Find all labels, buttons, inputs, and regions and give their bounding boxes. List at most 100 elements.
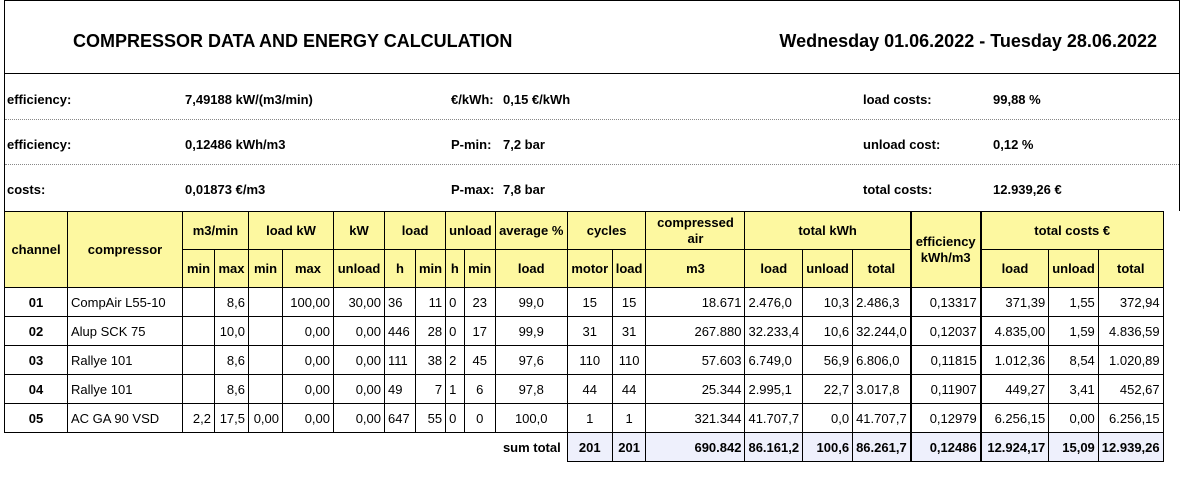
row-kwh-unload: 56,9 [802, 345, 854, 375]
row-cost-load: 371,39 [979, 287, 1050, 317]
info-label: load costs: [863, 92, 932, 107]
row-kwh-unload: 10,3 [802, 287, 854, 317]
header-compressor: compressor [67, 211, 183, 288]
sum-kwh-total: 86.261,7 [852, 432, 912, 462]
subheader-unload: unload [1048, 249, 1099, 288]
row-cycles-load: 31 [611, 316, 647, 346]
row-channel: 02 [4, 316, 68, 346]
subheader-load: load [611, 249, 647, 288]
row-kwh-total: 3.017,8 [852, 374, 912, 404]
row-m3: 25.344 [645, 374, 746, 404]
header-m3min: m3/min [182, 211, 249, 250]
table-row: 03 Rallye 101 8,6 0,00 0,00 111 38 2 45 97,6 110 11… [4, 345, 1164, 375]
row-loadkw-min [248, 316, 283, 346]
row-m3min-max: 8,6 [214, 345, 249, 375]
date-range: Wednesday 01.06.2022 - Tuesday 28.06.202… [779, 31, 1157, 51]
row-load-min: 7 [414, 374, 447, 404]
row-efficiency: 0,12979 [909, 403, 982, 433]
row-unload-min: 0 [463, 403, 496, 433]
subheader-h: h [445, 249, 465, 288]
row-motor: 44 [566, 374, 613, 404]
info-row: costs: 0,01873 €/m3 P-max: 7,8 bar total… [5, 164, 1179, 209]
row-kwh-unload: 22,7 [802, 374, 854, 404]
row-load-h: 36 [384, 287, 416, 317]
row-m3min-min [182, 374, 215, 404]
info-value: 0,12 % [993, 137, 1034, 152]
compressor-table: channel compressor m3/min load kW kW loa… [4, 211, 1164, 462]
row-kw-unload: 0,00 [333, 403, 385, 433]
info-value: 7,49188 kW/(m3/min) [185, 92, 313, 107]
row-m3: 321.344 [645, 403, 746, 433]
sum-efficiency: 0,12486 [909, 432, 982, 462]
row-kw-unload: 0,00 [333, 345, 385, 375]
row-kw-unload: 0,00 [333, 374, 385, 404]
row-channel: 03 [4, 345, 68, 375]
info-row: efficiency: 0,12486 kWh/m3 P-min: 7,2 ba… [5, 119, 1179, 165]
table-header-row: channel compressor m3/min load kW kW loa… [4, 211, 1164, 288]
subheader-motor: motor [566, 249, 613, 288]
sum-cost-load: 12.924,17 [979, 432, 1050, 462]
row-cost-unload: 3,41 [1048, 374, 1099, 404]
row-loadkw-max: 0,00 [282, 403, 334, 433]
subheader-min: min [463, 249, 496, 288]
row-motor: 110 [566, 345, 613, 375]
row-unload-h: 0 [445, 403, 465, 433]
row-kwh-total: 2.486,3 [852, 287, 912, 317]
row-cost-unload: 8,54 [1048, 345, 1099, 375]
row-m3min-min [182, 345, 215, 375]
info-value: 12.939,26 € [993, 182, 1062, 197]
row-compressor: Rallye 101 [67, 345, 183, 375]
row-cost-load: 449,27 [979, 374, 1050, 404]
row-loadkw-max: 0,00 [282, 345, 334, 375]
info-value: 7,2 bar [503, 137, 545, 152]
row-kwh-unload: 10,6 [802, 316, 854, 346]
row-average: 97,6 [494, 345, 568, 375]
sum-cost-total: 12.939,26 [1097, 432, 1164, 462]
row-cycles-load: 15 [611, 287, 647, 317]
row-unload-min: 6 [463, 374, 496, 404]
row-m3min-min [182, 316, 215, 346]
row-loadkw-max: 0,00 [282, 374, 334, 404]
row-m3min-min: 2,2 [182, 403, 215, 433]
table-row: 02 Alup SCK 75 10,0 0,00 0,00 446 28 0 17 99,9 31 3… [4, 316, 1164, 346]
subheader-max: max [214, 249, 249, 288]
row-cost-total: 452,67 [1097, 374, 1164, 404]
row-m3: 18.671 [645, 287, 746, 317]
row-unload-h: 2 [445, 345, 465, 375]
sum-label: sum total [4, 432, 568, 462]
subheader-m3: m3 [645, 249, 746, 288]
row-unload-min: 23 [463, 287, 496, 317]
row-kw-unload: 30,00 [333, 287, 385, 317]
info-label: costs: [7, 182, 46, 197]
info-label: efficiency: [7, 92, 72, 107]
row-cost-load: 6.256,15 [979, 403, 1050, 433]
row-cost-total: 4.836,59 [1097, 316, 1164, 346]
header-compressed-air: compressed air [645, 211, 746, 250]
subheader-load: load [744, 249, 804, 288]
header-efficiency: efficiency kWh/m3 [909, 211, 982, 288]
table-row: 01 CompAir L55-10 8,6 100,00 30,00 36 11 0 23 99,… [4, 287, 1164, 317]
row-efficiency: 0,13317 [909, 287, 982, 317]
header-loadkw: load kW [248, 211, 334, 250]
row-loadkw-min [248, 287, 283, 317]
subheader-total: total [852, 249, 912, 288]
row-m3min-max: 8,6 [214, 287, 249, 317]
subheader-load: load [494, 249, 568, 288]
row-channel: 05 [4, 403, 68, 433]
sum-row: sum total 201 201 690.842 86.161,2 100,6… [4, 432, 1164, 462]
info-panel: efficiency: 7,49188 kW/(m3/min) €/kWh: 0… [4, 74, 1180, 211]
row-load-min: 28 [414, 316, 447, 346]
sum-cycles-load: 201 [611, 432, 647, 462]
row-compressor: CompAir L55-10 [67, 287, 183, 317]
row-cost-total: 6.256,15 [1097, 403, 1164, 433]
row-average: 99,9 [494, 316, 568, 346]
row-unload-h: 0 [445, 316, 465, 346]
row-kwh-load: 41.707,7 [744, 403, 804, 433]
subheader-load: load [979, 249, 1050, 288]
row-load-min: 38 [414, 345, 447, 375]
row-load-h: 446 [384, 316, 416, 346]
info-value: 0,01873 €/m3 [185, 182, 266, 197]
subheader-unload: unload [802, 249, 854, 288]
row-cost-load: 4.835,00 [979, 316, 1050, 346]
